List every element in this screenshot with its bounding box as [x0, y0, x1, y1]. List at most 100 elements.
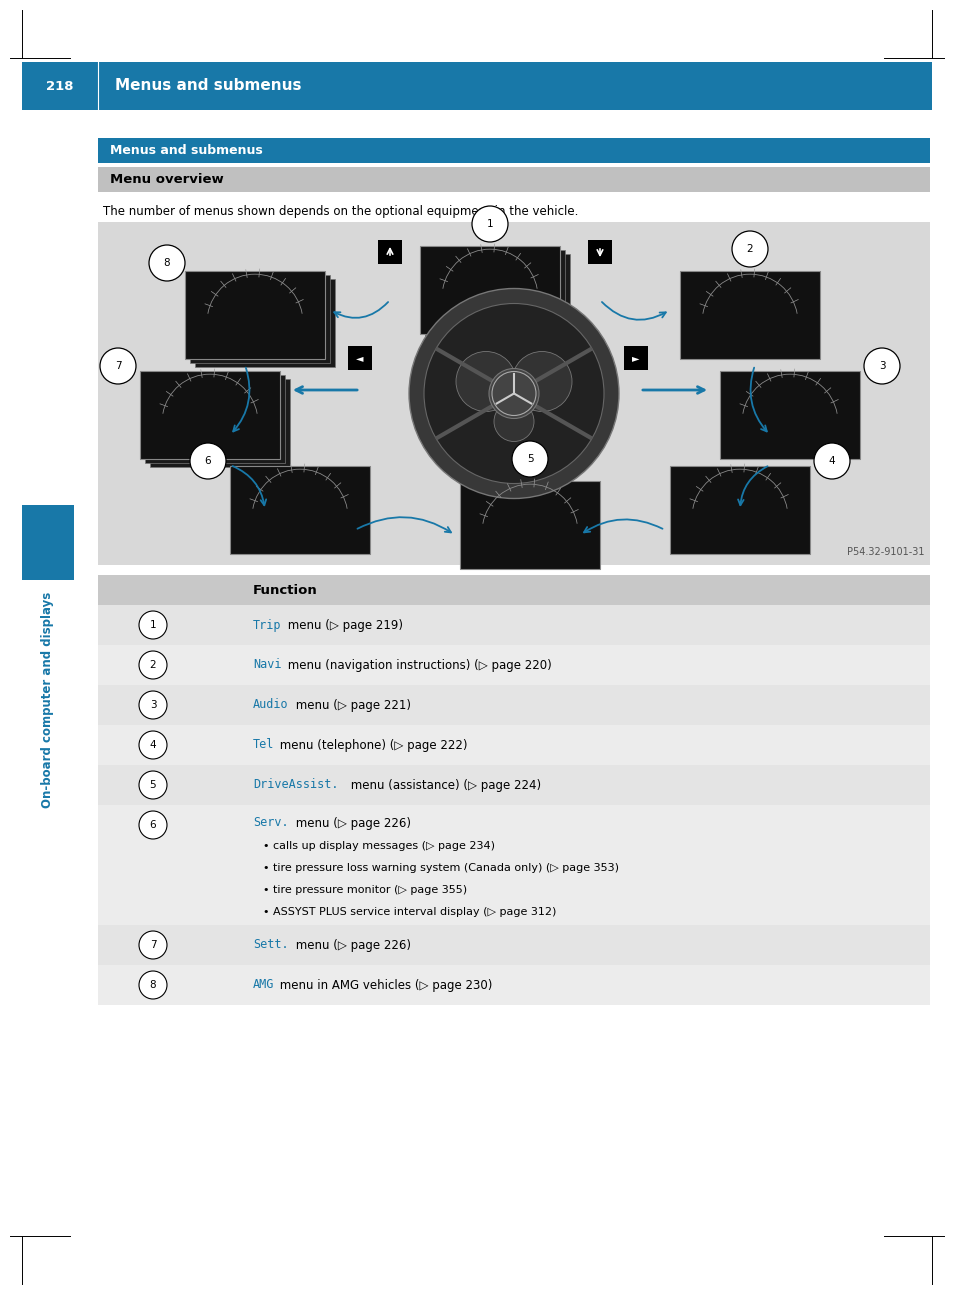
Text: Menus and submenus: Menus and submenus	[115, 79, 301, 93]
Bar	[459, 481, 599, 569]
Text: 4: 4	[150, 740, 156, 751]
Bar	[98, 606, 929, 644]
Bar	[587, 239, 612, 264]
Text: Navi: Navi	[253, 659, 281, 672]
Text: 8: 8	[150, 980, 156, 990]
Bar	[377, 239, 401, 264]
Text: P54.32-9101-31: P54.32-9101-31	[846, 547, 924, 556]
Circle shape	[139, 930, 167, 959]
Text: Menus and submenus: Menus and submenus	[110, 144, 262, 157]
Circle shape	[512, 441, 547, 477]
Text: Audio: Audio	[253, 699, 289, 712]
Text: 2: 2	[746, 245, 753, 254]
Bar	[98, 167, 929, 192]
Bar	[98, 925, 929, 965]
Circle shape	[813, 443, 849, 479]
Text: • ASSYST PLUS service interval display (▷ page 312): • ASSYST PLUS service interval display (…	[263, 907, 556, 917]
Text: The number of menus shown depends on the optional equipment in the vehicle.: The number of menus shown depends on the…	[103, 204, 578, 217]
Bar	[150, 379, 290, 467]
Text: 3: 3	[878, 361, 884, 371]
Text: menu (navigation instructions) (▷ page 220): menu (navigation instructions) (▷ page 2…	[284, 659, 552, 672]
Circle shape	[139, 611, 167, 639]
Bar	[720, 371, 859, 459]
Circle shape	[472, 206, 507, 242]
Bar	[194, 280, 335, 367]
Text: 4: 4	[828, 455, 835, 466]
Bar	[98, 138, 929, 163]
Bar	[98, 223, 929, 565]
Text: On-board computer and displays: On-board computer and displays	[42, 591, 54, 809]
Circle shape	[139, 970, 167, 999]
Circle shape	[494, 401, 534, 441]
Circle shape	[139, 731, 167, 760]
Bar	[430, 254, 569, 342]
Circle shape	[139, 691, 167, 719]
Bar	[22, 505, 74, 580]
Bar	[230, 466, 370, 554]
Bar	[98, 965, 929, 1005]
Circle shape	[863, 348, 899, 384]
Text: 3: 3	[150, 700, 156, 710]
Bar	[98, 805, 929, 925]
Text: menu (▷ page 221): menu (▷ page 221)	[292, 699, 411, 712]
Text: 6: 6	[150, 820, 156, 829]
Bar	[623, 345, 647, 370]
Text: 5: 5	[526, 454, 533, 465]
Text: menu (▷ page 226): menu (▷ page 226)	[292, 817, 411, 829]
Text: 1: 1	[486, 219, 493, 229]
Circle shape	[512, 352, 572, 411]
Text: menu (assistance) (▷ page 224): menu (assistance) (▷ page 224)	[346, 779, 540, 792]
Text: DriveAssist.: DriveAssist.	[253, 779, 338, 792]
Text: 7: 7	[150, 939, 156, 950]
Bar	[98, 725, 929, 765]
Bar	[140, 371, 280, 459]
Text: Menu overview: Menu overview	[110, 173, 224, 186]
Circle shape	[139, 651, 167, 679]
Text: Tel: Tel	[253, 739, 274, 752]
Bar	[98, 685, 929, 725]
Bar	[190, 276, 330, 364]
Text: ◄: ◄	[355, 353, 363, 364]
Bar	[98, 644, 929, 685]
Text: 2: 2	[150, 660, 156, 670]
Circle shape	[139, 771, 167, 798]
Circle shape	[149, 245, 185, 281]
Text: 218: 218	[46, 79, 73, 92]
Text: 1: 1	[150, 620, 156, 630]
Bar	[145, 375, 285, 463]
Bar	[98, 765, 929, 805]
Circle shape	[423, 304, 603, 484]
Text: 6: 6	[205, 455, 212, 466]
Bar	[669, 466, 809, 554]
Bar	[424, 250, 564, 338]
Circle shape	[139, 811, 167, 839]
Text: Trip: Trip	[253, 619, 281, 631]
Text: 7: 7	[114, 361, 121, 371]
Text: 5: 5	[150, 780, 156, 791]
Text: ►: ►	[632, 353, 639, 364]
Circle shape	[100, 348, 136, 384]
Bar	[348, 345, 372, 370]
Text: menu (telephone) (▷ page 222): menu (telephone) (▷ page 222)	[276, 739, 467, 752]
Text: AMG: AMG	[253, 978, 274, 991]
Circle shape	[190, 443, 226, 479]
Bar	[419, 246, 559, 334]
Text: menu (▷ page 226): menu (▷ page 226)	[292, 938, 411, 951]
Circle shape	[489, 369, 538, 418]
Text: Sett.: Sett.	[253, 938, 289, 951]
Text: menu (▷ page 219): menu (▷ page 219)	[284, 619, 403, 631]
Text: 8: 8	[164, 258, 171, 268]
Bar	[22, 62, 931, 110]
Text: Function: Function	[253, 584, 317, 597]
Bar	[98, 575, 929, 606]
Circle shape	[456, 352, 516, 411]
Bar	[679, 270, 820, 358]
Bar	[185, 270, 325, 358]
Text: • tire pressure loss warning system (Canada only) (▷ page 353): • tire pressure loss warning system (Can…	[263, 863, 618, 873]
Text: • tire pressure monitor (▷ page 355): • tire pressure monitor (▷ page 355)	[263, 885, 467, 895]
Circle shape	[409, 289, 618, 498]
Text: • calls up display messages (▷ page 234): • calls up display messages (▷ page 234)	[263, 841, 495, 851]
Text: Serv.: Serv.	[253, 817, 289, 829]
Circle shape	[731, 232, 767, 267]
Text: menu in AMG vehicles (▷ page 230): menu in AMG vehicles (▷ page 230)	[276, 978, 493, 991]
